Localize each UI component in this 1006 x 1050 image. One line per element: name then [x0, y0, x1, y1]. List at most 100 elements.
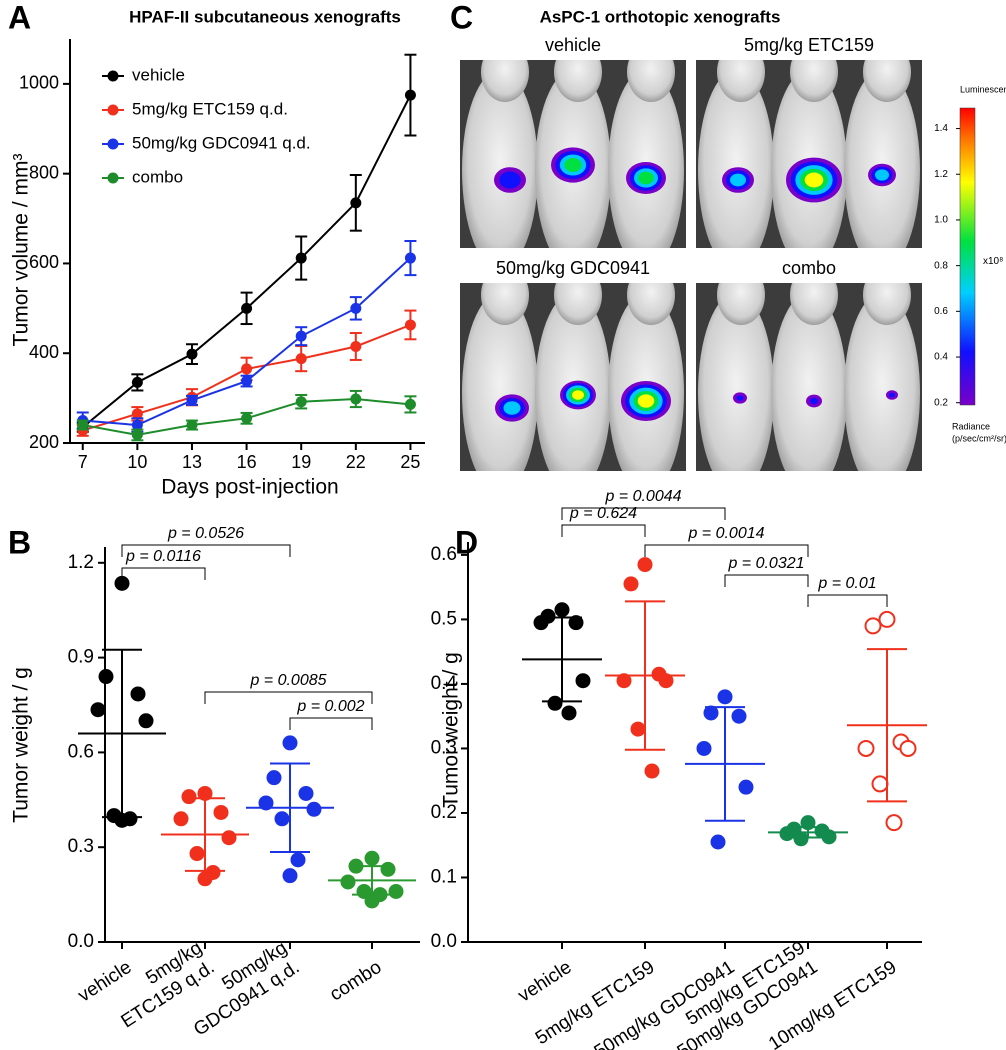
point — [213, 804, 229, 820]
significance-bracket — [121, 544, 291, 557]
point — [138, 713, 154, 729]
point — [295, 330, 307, 342]
colorbar-tick-label: 0.2 — [934, 397, 948, 408]
point — [885, 814, 903, 832]
point — [637, 557, 653, 573]
point — [131, 419, 143, 431]
panel-label: B — [8, 524, 31, 560]
significance-bracket — [724, 574, 809, 587]
colorbar-tick-label: 1.0 — [934, 215, 948, 226]
point — [575, 673, 591, 689]
image-label: vehicle — [545, 35, 601, 55]
p-value: p = 0.0321 — [727, 555, 804, 572]
point — [793, 831, 809, 847]
mouse-head — [481, 60, 529, 102]
y-axis-label: Tumor volume / mm³ — [10, 154, 33, 347]
p-value: p = 0.002 — [296, 698, 364, 715]
point — [857, 739, 875, 757]
sd-bar — [270, 762, 310, 853]
point — [717, 689, 733, 705]
significance-bracket — [561, 524, 646, 537]
point — [295, 396, 307, 408]
p-value: p = 0.0014 — [687, 525, 764, 542]
point — [404, 89, 416, 101]
point — [864, 617, 882, 635]
mouse-head — [554, 283, 602, 325]
sd-bar — [352, 865, 392, 896]
x-tick-label: combo — [326, 957, 385, 1006]
legend-label: 5mg/kg ETC159 q.d. — [132, 99, 288, 118]
colorbar-tick-label: 0.8 — [934, 260, 948, 271]
y-tick-label: 0.3 — [68, 836, 94, 857]
point — [186, 348, 198, 360]
point — [306, 801, 322, 817]
sd-bar — [185, 797, 225, 872]
significance-bracket — [204, 691, 373, 704]
point — [568, 615, 584, 631]
point — [340, 874, 356, 890]
point — [350, 340, 362, 352]
point — [282, 735, 298, 751]
point — [241, 375, 253, 387]
legend-marker — [107, 70, 119, 82]
mouse-head — [554, 60, 602, 102]
signal — [564, 157, 582, 173]
point — [197, 871, 213, 887]
y-tick-label: 0.6 — [68, 741, 94, 762]
mouse-head — [790, 60, 838, 102]
mouse-head — [863, 283, 911, 325]
x-tick-label: 16 — [237, 452, 257, 472]
point — [130, 686, 146, 702]
mouse — [462, 293, 538, 471]
colorbar-tick-label: 0.4 — [934, 352, 948, 363]
mouse — [698, 70, 774, 248]
mouse-head — [717, 283, 765, 325]
sd-bar — [788, 826, 828, 839]
point — [404, 398, 416, 410]
y-tick-label: 0.2 — [431, 802, 457, 823]
signal — [736, 395, 744, 401]
point — [703, 705, 719, 721]
point — [658, 673, 674, 689]
mouse — [698, 293, 774, 471]
signal — [503, 401, 521, 415]
point — [77, 419, 89, 431]
x-tick-label: 10mg/kg ETC159 — [765, 957, 900, 1050]
y-tick-label: 0.0 — [431, 931, 457, 952]
point — [274, 811, 290, 827]
colorbar-multiplier: x10⁸ — [983, 256, 1003, 267]
image-label: 5mg/kg ETC159 — [744, 35, 874, 55]
point — [547, 695, 563, 711]
point — [630, 721, 646, 737]
p-value: p = 0.624 — [569, 505, 637, 522]
point — [779, 826, 795, 842]
panel-label: A — [8, 0, 31, 35]
x-tick-label: 22 — [346, 452, 366, 472]
bioluminescence-image — [460, 60, 686, 248]
point — [350, 302, 362, 314]
p-value: p = 0.0085 — [249, 672, 326, 689]
y-tick-label: 800 — [29, 162, 59, 182]
sd-bar — [625, 600, 665, 751]
signal — [499, 171, 521, 189]
image-label: combo — [782, 258, 836, 278]
x-tick-label: 19 — [291, 452, 311, 472]
p-value: p = 0.0526 — [167, 525, 244, 542]
point — [696, 740, 712, 756]
mouse-head — [717, 60, 765, 102]
y-tick-label: 0.5 — [431, 608, 457, 629]
mouse-head — [790, 283, 838, 325]
point — [266, 770, 282, 786]
point — [131, 376, 143, 388]
bioluminescence-image — [696, 60, 922, 248]
p-value: p = 0.0116 — [125, 548, 201, 565]
image-label: 50mg/kg GDC0941 — [496, 258, 650, 278]
point — [380, 861, 396, 877]
legend-marker — [107, 138, 119, 150]
y-tick-label: 600 — [29, 252, 59, 272]
point — [241, 302, 253, 314]
bioluminescence-image — [696, 283, 922, 471]
point — [554, 602, 570, 618]
signal — [637, 394, 655, 408]
